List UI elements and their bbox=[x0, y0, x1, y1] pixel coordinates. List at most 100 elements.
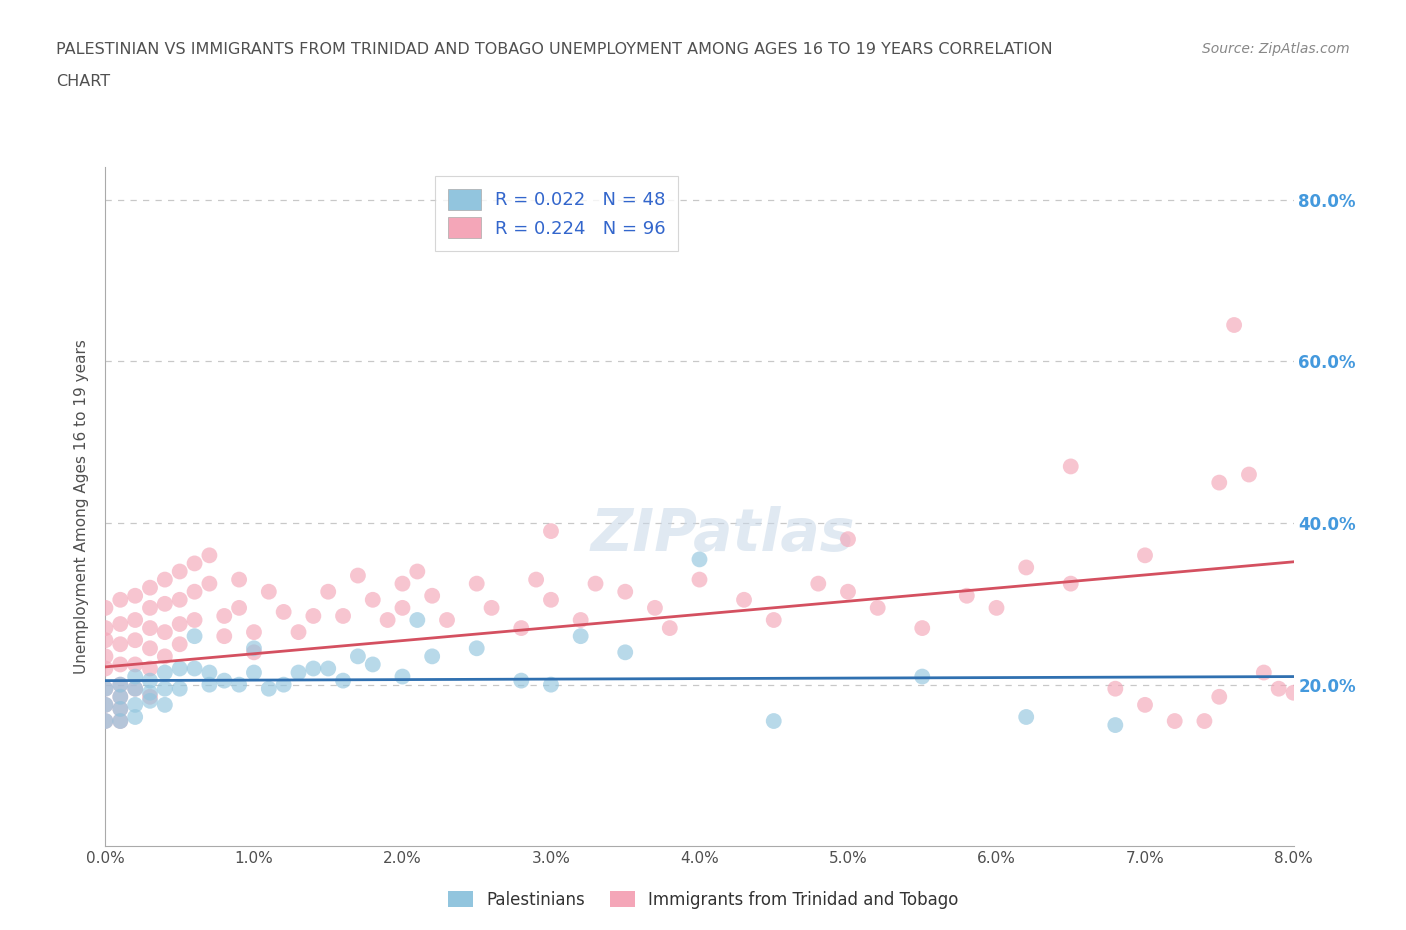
Point bbox=[644, 601, 666, 616]
Point bbox=[153, 649, 176, 664]
Point bbox=[110, 592, 132, 607]
Point bbox=[153, 682, 176, 697]
Point bbox=[124, 589, 146, 604]
Point bbox=[183, 629, 205, 644]
Point bbox=[733, 592, 755, 607]
Legend: Palestinians, Immigrants from Trinidad and Tobago: Palestinians, Immigrants from Trinidad a… bbox=[439, 883, 967, 917]
Point bbox=[139, 641, 162, 656]
Point bbox=[540, 524, 562, 538]
Point bbox=[169, 565, 191, 579]
Text: ZIPatlas: ZIPatlas bbox=[591, 506, 855, 563]
Point bbox=[94, 682, 117, 697]
Point bbox=[1133, 698, 1156, 712]
Point bbox=[110, 701, 132, 716]
Point bbox=[465, 577, 488, 591]
Point bbox=[510, 673, 533, 688]
Point bbox=[273, 677, 295, 692]
Point bbox=[139, 601, 162, 616]
Text: Source: ZipAtlas.com: Source: ZipAtlas.com bbox=[1202, 42, 1350, 56]
Point bbox=[361, 657, 384, 671]
Point bbox=[169, 682, 191, 697]
Point bbox=[110, 677, 132, 692]
Point bbox=[124, 682, 146, 697]
Point bbox=[1208, 475, 1230, 490]
Point bbox=[436, 613, 458, 628]
Point bbox=[198, 665, 221, 680]
Point bbox=[124, 657, 146, 671]
Point bbox=[257, 584, 280, 599]
Point bbox=[1060, 459, 1083, 474]
Point bbox=[361, 592, 384, 607]
Point bbox=[169, 617, 191, 631]
Point bbox=[139, 685, 162, 700]
Point bbox=[1104, 718, 1126, 733]
Point bbox=[569, 613, 592, 628]
Point bbox=[1104, 682, 1126, 697]
Point bbox=[257, 682, 280, 697]
Point bbox=[183, 556, 205, 571]
Point bbox=[124, 613, 146, 628]
Point bbox=[139, 580, 162, 595]
Point bbox=[332, 608, 354, 623]
Point bbox=[228, 572, 250, 587]
Point bbox=[524, 572, 547, 587]
Point bbox=[198, 548, 221, 563]
Point bbox=[391, 670, 413, 684]
Point bbox=[124, 710, 146, 724]
Point bbox=[956, 589, 979, 604]
Point bbox=[124, 670, 146, 684]
Point bbox=[124, 698, 146, 712]
Point bbox=[1253, 665, 1275, 680]
Point bbox=[139, 661, 162, 676]
Point bbox=[94, 649, 117, 664]
Point bbox=[1164, 713, 1187, 728]
Point bbox=[243, 641, 266, 656]
Text: PALESTINIAN VS IMMIGRANTS FROM TRINIDAD AND TOBAGO UNEMPLOYMENT AMONG AGES 16 TO: PALESTINIAN VS IMMIGRANTS FROM TRINIDAD … bbox=[56, 42, 1053, 57]
Point bbox=[153, 698, 176, 712]
Point bbox=[124, 682, 146, 697]
Point bbox=[228, 601, 250, 616]
Point bbox=[124, 632, 146, 647]
Point bbox=[94, 713, 117, 728]
Point bbox=[243, 644, 266, 659]
Point bbox=[214, 673, 236, 688]
Point bbox=[911, 670, 934, 684]
Point bbox=[302, 661, 325, 676]
Point bbox=[169, 637, 191, 652]
Point bbox=[316, 661, 339, 676]
Point bbox=[332, 673, 354, 688]
Point bbox=[614, 584, 637, 599]
Point bbox=[110, 617, 132, 631]
Point bbox=[94, 682, 117, 697]
Point bbox=[139, 620, 162, 635]
Point bbox=[420, 649, 443, 664]
Point bbox=[243, 625, 266, 640]
Point bbox=[273, 604, 295, 619]
Point bbox=[110, 713, 132, 728]
Point bbox=[94, 698, 117, 712]
Point bbox=[110, 689, 132, 704]
Point bbox=[585, 577, 607, 591]
Point bbox=[986, 601, 1008, 616]
Point bbox=[183, 584, 205, 599]
Point bbox=[94, 698, 117, 712]
Point bbox=[1015, 710, 1038, 724]
Point bbox=[1267, 682, 1289, 697]
Point bbox=[377, 613, 399, 628]
Point bbox=[391, 601, 413, 616]
Point bbox=[481, 601, 503, 616]
Point bbox=[110, 713, 132, 728]
Point bbox=[1208, 689, 1230, 704]
Point bbox=[540, 677, 562, 692]
Point bbox=[316, 584, 339, 599]
Point bbox=[1282, 685, 1305, 700]
Point bbox=[153, 596, 176, 611]
Point bbox=[153, 665, 176, 680]
Point bbox=[391, 577, 413, 591]
Text: CHART: CHART bbox=[56, 74, 110, 89]
Point bbox=[1060, 577, 1083, 591]
Point bbox=[837, 584, 859, 599]
Point bbox=[139, 689, 162, 704]
Point bbox=[169, 592, 191, 607]
Point bbox=[94, 601, 117, 616]
